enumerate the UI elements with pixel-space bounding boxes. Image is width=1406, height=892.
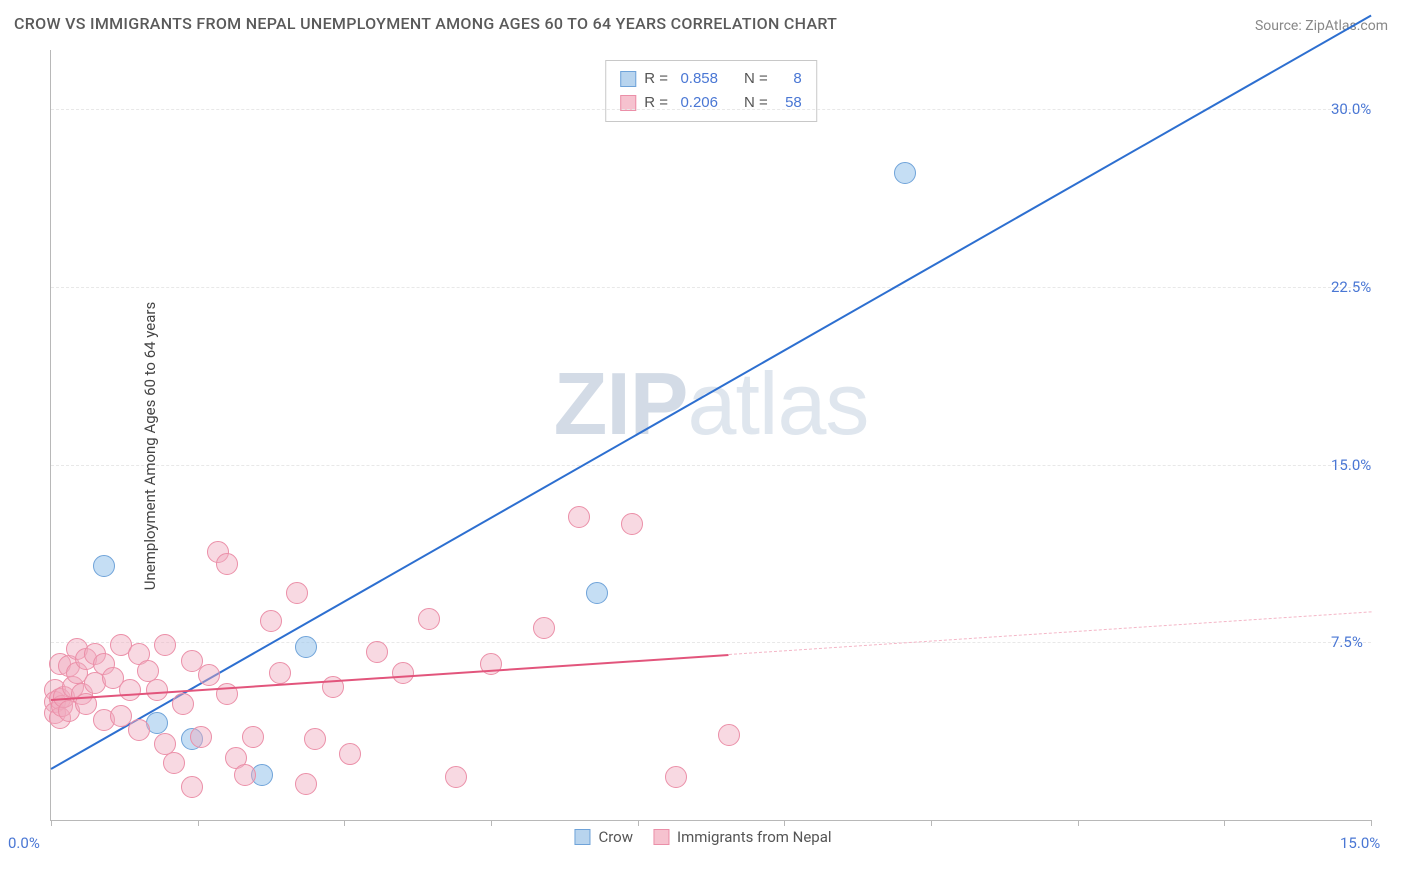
plot-area: ZIPatlas R = 0.858 N = 8 R = 0.206 N = 58 7.5% 1… [50,50,1371,821]
data-point-nepal [198,664,220,686]
correlation-stats-box: R = 0.858 N = 8 R = 0.206 N = 58 [605,60,817,122]
data-point-nepal [366,641,388,663]
x-tick [491,820,492,826]
x-tick [931,820,932,826]
n-value: 58 [776,91,802,115]
series-legend: Crow Immigrants from Nepal [574,828,831,846]
gridline [51,287,1371,288]
y-tick-label: 7.5% [1331,633,1363,651]
data-point-nepal [533,617,555,639]
watermark: ZIPatlas [554,353,869,455]
data-point-nepal [163,752,185,774]
stats-row: R = 0.858 N = 8 [620,67,802,91]
data-point-nepal [128,719,150,741]
data-point-nepal [154,634,176,656]
x-tick [1078,820,1079,826]
data-point-nepal [172,693,194,715]
stats-row: R = 0.206 N = 58 [620,91,802,115]
data-point-nepal [234,764,256,786]
gridline [51,642,1371,643]
data-point-nepal [146,679,168,701]
data-point-nepal [304,728,326,750]
x-tick [51,820,52,826]
legend-label: Crow [598,828,633,846]
y-axis-label: Unemployment Among Ages 60 to 64 years [141,302,159,590]
data-point-nepal [295,773,317,795]
data-point-nepal [242,726,264,748]
data-point-nepal [260,610,282,632]
legend-item: Immigrants from Nepal [653,828,832,846]
r-label: R = [644,67,668,91]
x-tick [1224,820,1225,826]
data-point-nepal [339,743,361,765]
data-point-nepal [286,582,308,604]
trend-line [729,611,1371,655]
data-point-nepal [418,608,440,630]
n-label: N = [744,91,768,115]
x-tick [198,820,199,826]
gridline [51,109,1371,110]
x-tick-label: 0.0% [8,834,40,852]
data-point-nepal [181,776,203,798]
gridline [51,465,1371,466]
data-point-nepal [621,513,643,535]
data-point-crow [586,582,608,604]
legend-item: Crow [574,828,633,846]
y-tick-label: 22.5% [1331,278,1371,296]
x-tick [344,820,345,826]
x-tick [1371,820,1372,826]
data-point-nepal [269,662,291,684]
series-swatch [620,71,636,87]
x-tick [784,820,785,826]
legend-label: Immigrants from Nepal [677,828,832,846]
chart-title: CROW VS IMMIGRANTS FROM NEPAL UNEMPLOYME… [14,14,837,33]
data-point-crow [894,162,916,184]
data-point-nepal [216,553,238,575]
x-tick [638,820,639,826]
n-label: N = [744,67,768,91]
data-point-nepal [392,662,414,684]
data-point-nepal [190,726,212,748]
n-value: 8 [776,67,802,91]
r-value: 0.206 [676,91,718,115]
data-point-nepal [445,766,467,788]
legend-swatch [574,829,590,845]
r-value: 0.858 [676,67,718,91]
data-point-nepal [718,724,740,746]
y-tick-label: 30.0% [1331,100,1371,118]
data-point-crow [295,636,317,658]
source-label: Source: ZipAtlas.com [1255,18,1388,34]
data-point-nepal [119,679,141,701]
data-point-nepal [568,506,590,528]
x-tick-label: 15.0% [1340,834,1380,852]
legend-swatch [653,829,669,845]
y-tick-label: 15.0% [1331,456,1371,474]
data-point-crow [93,555,115,577]
r-label: R = [644,91,668,115]
data-point-nepal [665,766,687,788]
